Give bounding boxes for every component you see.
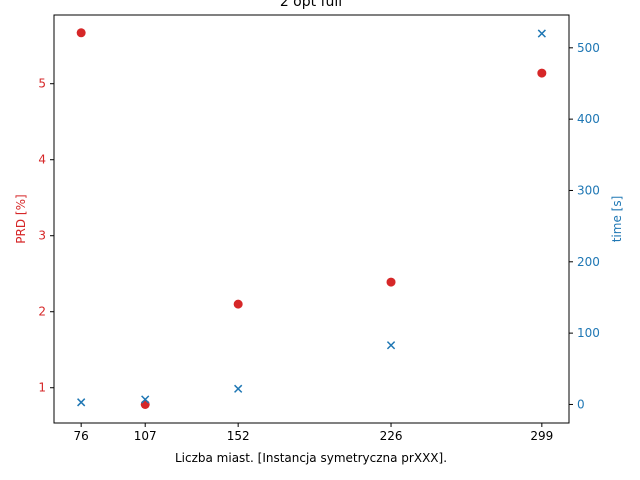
time-point <box>537 29 546 38</box>
right-tick-label: 500 <box>577 41 600 55</box>
right-axis-label: time [s] <box>610 196 624 243</box>
right-tick-label: 100 <box>577 326 600 340</box>
x-axis-label: Liczba miast. [Instancja symetryczna prX… <box>175 451 447 465</box>
prd-series <box>76 28 547 409</box>
right-tick-label: 400 <box>577 112 600 126</box>
x-tick-label: 76 <box>74 429 89 443</box>
x-tick-label: 107 <box>134 429 157 443</box>
right-axis-ticks: 0 100 200 300 400 500 <box>569 41 600 411</box>
time-series <box>77 29 546 407</box>
left-tick-label: 2 <box>38 305 46 319</box>
prd-point <box>140 399 150 409</box>
prd-point <box>537 68 547 78</box>
left-tick-label: 1 <box>38 381 46 395</box>
chart-title: 2 opt full <box>280 0 342 10</box>
left-axis-label: PRD [%] <box>14 194 28 243</box>
time-point <box>234 384 243 393</box>
prd-point <box>386 277 396 287</box>
x-tick-label: 299 <box>530 429 553 443</box>
x-tick-label: 152 <box>227 429 250 443</box>
right-tick-label: 0 <box>577 397 585 411</box>
x-axis-ticks: 76 107 152 226 299 <box>74 423 553 443</box>
x-tick-label: 226 <box>380 429 403 443</box>
time-point <box>141 395 150 404</box>
plot-frame <box>53 14 570 424</box>
left-tick-label: 3 <box>38 229 46 243</box>
time-point <box>77 398 86 407</box>
right-tick-label: 200 <box>577 255 600 269</box>
right-tick-label: 300 <box>577 183 600 197</box>
prd-point <box>233 299 243 309</box>
time-point <box>386 341 396 350</box>
left-tick-label: 5 <box>38 77 46 91</box>
prd-point <box>76 28 86 38</box>
left-axis-ticks: 1 2 3 4 5 <box>38 77 54 395</box>
left-tick-label: 4 <box>38 153 46 167</box>
